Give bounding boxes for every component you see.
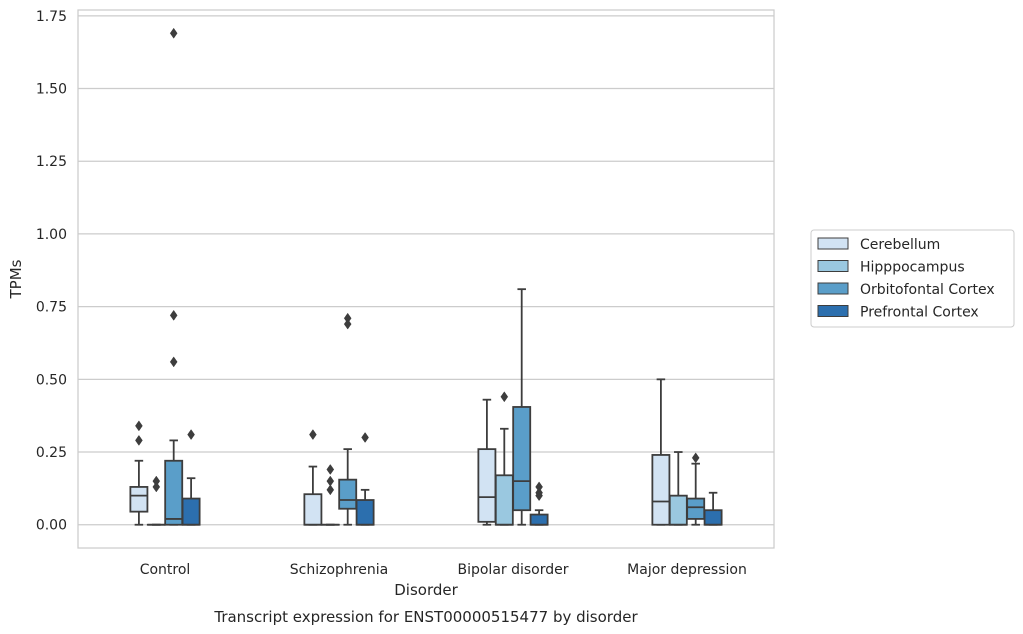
chart-caption: Transcript expression for ENST0000051547…: [213, 608, 638, 626]
box: [129, 486, 149, 513]
outlier-point: [361, 432, 369, 443]
outlier-point: [187, 429, 195, 441]
y-tick-labels: 0.00 0.25 0.50 0.75 1.00 1.25 1.50 1.75: [36, 9, 67, 534]
box: [338, 478, 358, 510]
box: [477, 448, 497, 523]
outlier-point: [169, 27, 178, 39]
box: [164, 459, 184, 526]
box: [686, 497, 706, 520]
outlier-point: [169, 309, 178, 321]
y-tick-label: 0.75: [36, 300, 67, 316]
outlier-point: [309, 429, 317, 441]
y-tick-label: 1.25: [36, 154, 67, 170]
legend-label: Orbitofontal Cortex: [860, 282, 995, 298]
outlier-point: [500, 391, 509, 403]
box: [668, 494, 688, 526]
legend-swatch: [817, 260, 849, 272]
outlier-point: [326, 464, 335, 475]
outlier-point: [326, 475, 335, 487]
outlier-point: [343, 312, 352, 324]
series-prefrontal-cortex: [181, 429, 723, 526]
y-tick-label: 0.50: [36, 372, 67, 388]
legend-swatch: [817, 282, 849, 295]
legend-label: Hipppocampus: [860, 260, 965, 276]
outlier-point: [135, 420, 143, 432]
y-tick-label: 1.75: [36, 9, 67, 25]
box: [303, 493, 323, 526]
x-tick-labels: Control Schizophrenia Bipolar disorder Majo…: [140, 562, 747, 578]
x-axis-label: Disorder: [394, 581, 458, 599]
box: [651, 454, 671, 526]
box: [494, 474, 514, 526]
outlier-point: [343, 318, 352, 330]
box: [529, 513, 549, 526]
legend-swatch: [817, 305, 849, 317]
y-tick-label: 0.00: [36, 518, 67, 534]
legend-label: Prefrontal Cortex: [860, 305, 979, 321]
box: [181, 497, 201, 526]
outlier-point: [169, 356, 178, 368]
legend: Cerebellum Hipppocampus Orbitofontal Corte…: [810, 229, 1015, 328]
box-series: [129, 27, 723, 526]
y-tick-label: 1.00: [36, 227, 67, 243]
outlier-point: [535, 481, 543, 493]
y-tick-label: 0.25: [36, 445, 67, 461]
outlier-point: [691, 452, 700, 464]
series-orbitofontal-cortex: [164, 27, 706, 526]
outlier-point: [535, 487, 543, 499]
box: [703, 509, 723, 526]
x-tick-label: Control: [140, 562, 191, 578]
x-tick-label: Major depression: [627, 562, 747, 578]
legend-swatch: [817, 237, 849, 250]
outlier-point: [152, 481, 161, 493]
box: [512, 406, 532, 512]
x-tick-label: Bipolar disorder: [457, 562, 568, 578]
y-axis-label: TPMs: [7, 259, 25, 299]
box: [355, 499, 375, 526]
legend-label: Cerebellum: [860, 237, 940, 253]
x-tick-label: Schizophrenia: [290, 562, 388, 578]
y-tick-label: 1.50: [36, 82, 67, 98]
outlier-point: [326, 484, 335, 496]
plot-frame: [77, 9, 775, 549]
legend-frame: [810, 229, 1015, 328]
outlier-point: [135, 434, 143, 446]
outlier-point: [152, 475, 161, 487]
